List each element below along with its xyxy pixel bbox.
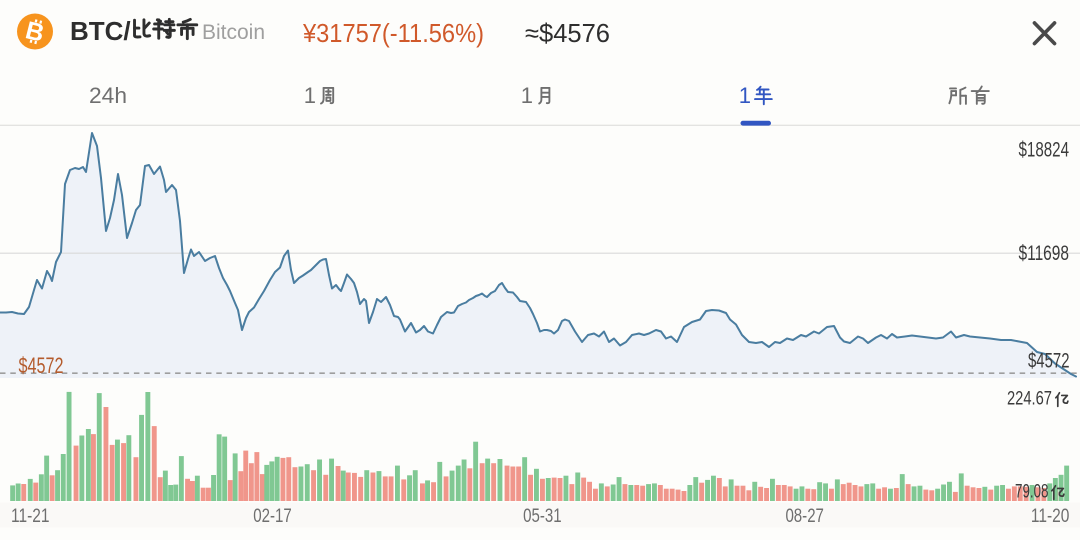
svg-text:1: 1 (304, 83, 316, 108)
svg-text:11-20: 11-20 (1031, 506, 1070, 527)
svg-text:¥31757(-11.56%): ¥31757(-11.56%) (302, 18, 484, 48)
svg-text:≈$4576: ≈$4576 (525, 18, 610, 48)
svg-text:1: 1 (739, 83, 751, 108)
svg-text:$4572: $4572 (1028, 349, 1070, 372)
svg-text:02-17: 02-17 (253, 506, 292, 527)
svg-text:224.67: 224.67 (1007, 389, 1052, 410)
svg-text:11-21: 11-21 (11, 506, 50, 527)
svg-text:$4572: $4572 (19, 353, 64, 378)
svg-text:1: 1 (521, 83, 533, 108)
svg-text:$11698: $11698 (1019, 241, 1070, 265)
svg-text:$18824: $18824 (1019, 137, 1070, 161)
svg-text:08-27: 08-27 (785, 506, 824, 527)
svg-text:79.08: 79.08 (1015, 482, 1049, 503)
svg-text:BTC/: BTC/ (70, 16, 131, 46)
svg-text:24h: 24h (89, 83, 127, 108)
svg-text:Bitcoin: Bitcoin (202, 21, 265, 44)
svg-text:05-31: 05-31 (523, 506, 562, 527)
